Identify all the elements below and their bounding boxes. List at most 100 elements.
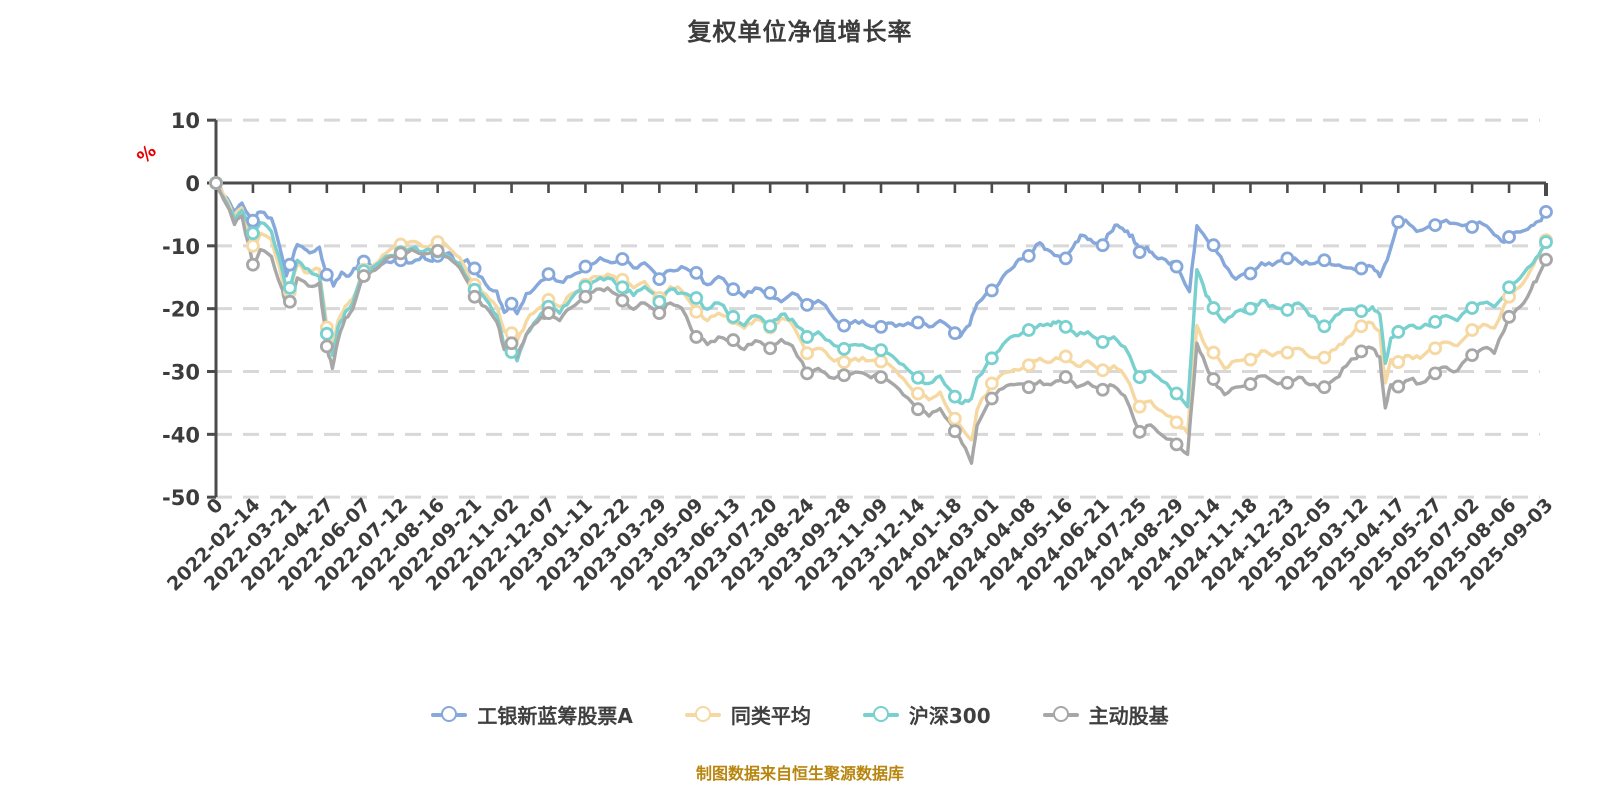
y-axis-tick-label: -40 <box>162 423 200 447</box>
series-marker-2 <box>1465 301 1480 315</box>
series-marker-2 <box>652 294 667 309</box>
y-axis-tick-label: -50 <box>162 486 200 510</box>
series-marker-1 <box>1465 323 1480 337</box>
series-marker-0 <box>1206 238 1221 253</box>
series-marker-3 <box>1391 379 1406 394</box>
series-marker-0 <box>1280 251 1295 266</box>
legend: 工银新蓝筹股票A 同类平均 沪深300 主动股基 <box>0 700 1600 729</box>
legend-line-dot-icon <box>862 706 899 722</box>
series-marker-3 <box>1428 366 1443 381</box>
series-marker-1 <box>837 355 851 369</box>
series-marker-0 <box>541 267 556 282</box>
series-marker-2 <box>1428 314 1443 329</box>
series-marker-2 <box>1280 303 1295 317</box>
series-marker-0 <box>1465 220 1480 234</box>
series-marker-3 <box>615 293 630 308</box>
series-marker-0 <box>578 259 593 274</box>
series-marker-2 <box>689 291 704 305</box>
legend-item-2[interactable]: 沪深300 <box>862 700 991 729</box>
series-marker-1 <box>1021 358 1036 373</box>
series-marker-0 <box>1391 215 1406 229</box>
series-marker-0 <box>282 257 297 272</box>
series-marker-1 <box>1169 415 1184 430</box>
series-marker-3 <box>541 306 556 320</box>
series-marker-2 <box>1169 386 1184 401</box>
series-marker-1 <box>1243 352 1258 367</box>
series-marker-1 <box>1206 345 1221 360</box>
legend-label: 工银新蓝筹股票A <box>477 704 633 728</box>
series-marker-3 <box>1169 437 1184 452</box>
series-marker-1 <box>947 411 962 426</box>
series-marker-2 <box>246 226 260 241</box>
legend-item-3[interactable]: 主动股基 <box>1042 700 1169 729</box>
series-marker-0 <box>652 272 667 287</box>
series-marker-0 <box>689 265 704 280</box>
series-marker-3 <box>467 289 482 304</box>
series-marker-1 <box>1095 363 1110 378</box>
series-marker-0 <box>726 282 741 297</box>
series-marker-3 <box>984 391 999 406</box>
series-marker-3 <box>837 368 851 383</box>
series-marker-2 <box>1132 370 1147 385</box>
series-marker-2 <box>800 330 815 344</box>
series-marker-3 <box>726 333 741 347</box>
series-marker-2 <box>1021 323 1036 337</box>
series-marker-3 <box>1539 252 1553 267</box>
series-line-1 <box>214 181 1548 442</box>
legend-label: 主动股基 <box>1088 704 1169 728</box>
series-marker-0 <box>1243 266 1258 281</box>
series-marker-3 <box>800 366 815 381</box>
series-marker-3 <box>319 339 334 354</box>
series-marker-0 <box>947 326 962 341</box>
y-axis-tick-label: -20 <box>162 298 200 322</box>
series-marker-2 <box>282 281 297 295</box>
series-marker-2 <box>984 351 999 366</box>
series-line-0 <box>214 181 1548 340</box>
series-marker-1 <box>1280 345 1295 360</box>
legend-line-dot-icon <box>431 706 468 722</box>
series-marker-0 <box>1095 238 1110 253</box>
series-marker-0 <box>504 296 519 311</box>
series-marker-2 <box>1206 301 1221 315</box>
series-marker-2 <box>763 319 778 334</box>
source-note: 制图数据来自恒生聚源数据库 <box>695 764 904 783</box>
series-marker-2 <box>874 343 888 358</box>
series-marker-0 <box>984 283 999 298</box>
series-marker-2 <box>1391 325 1406 339</box>
series-marker-2 <box>1354 304 1369 319</box>
series-marker-0 <box>1317 253 1332 268</box>
legend-item-1[interactable]: 同类平均 <box>684 700 811 729</box>
legend-line-dot-icon <box>684 706 721 722</box>
series-marker-2 <box>1539 235 1553 249</box>
y-axis-tick-label: 0 <box>185 172 200 196</box>
series-marker-0 <box>1354 261 1369 276</box>
series-marker-3 <box>874 370 888 385</box>
series-marker-3 <box>504 336 519 351</box>
legend-label: 同类平均 <box>730 704 811 728</box>
series-marker-3 <box>947 424 962 439</box>
series-marker-3 <box>1021 380 1036 395</box>
legend-item-0[interactable]: 工银新蓝筹股票A <box>431 700 633 729</box>
series-marker-2 <box>1243 301 1258 316</box>
series-marker-3 <box>1317 380 1332 395</box>
series-marker-0 <box>837 318 851 333</box>
series-marker-0 <box>319 267 334 282</box>
series-marker-2 <box>1502 280 1516 295</box>
series-marker-3 <box>1465 348 1480 363</box>
y-axis-tick-label: -10 <box>162 235 200 259</box>
series-marker-0 <box>1428 218 1443 232</box>
series-marker-0 <box>1132 245 1147 260</box>
series-marker-2 <box>726 309 741 324</box>
series-marker-0 <box>1058 251 1073 266</box>
chart-title: 复权单位净值增长率 <box>687 18 913 46</box>
series-marker-1 <box>984 376 999 391</box>
series-marker-3 <box>282 294 297 309</box>
series-marker-1 <box>246 238 260 253</box>
series-marker-0 <box>874 319 888 334</box>
series-marker-3 <box>1132 424 1147 439</box>
series-marker-2 <box>1317 319 1332 334</box>
series-marker-3 <box>911 402 925 417</box>
series-marker-0 <box>615 252 630 266</box>
